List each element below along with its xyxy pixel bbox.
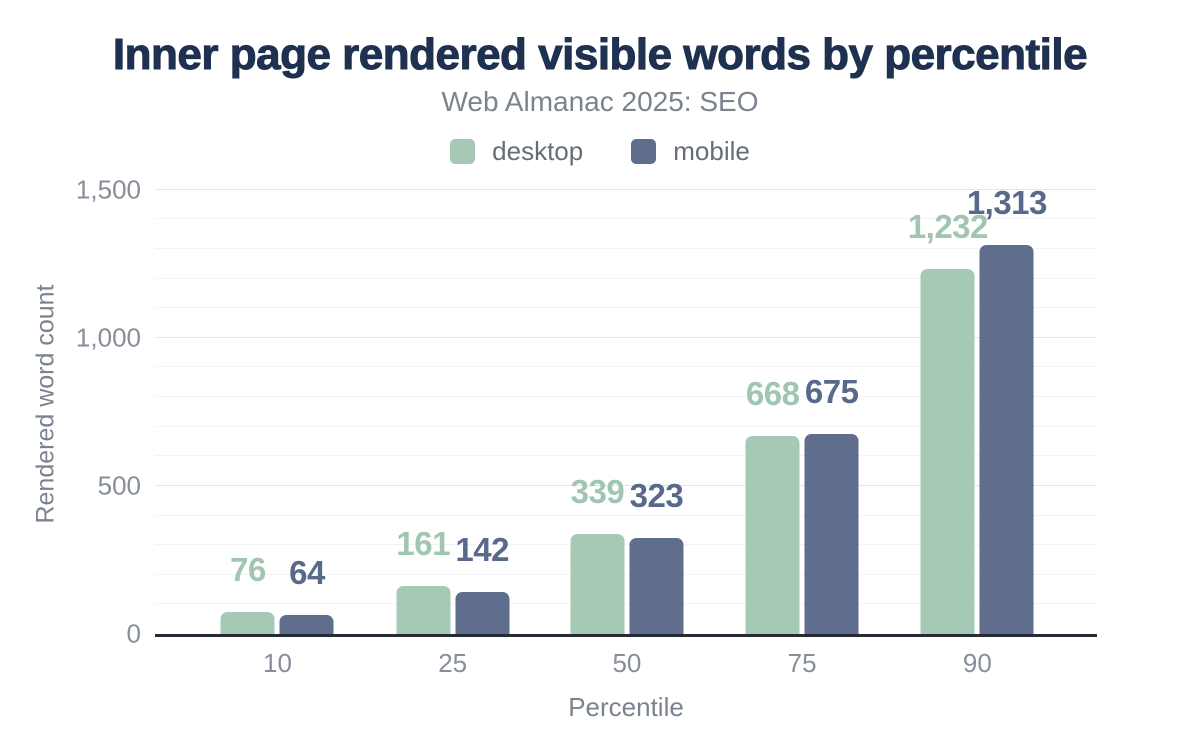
legend-label-mobile: mobile [673, 136, 750, 166]
mobile-swatch-icon [631, 139, 657, 164]
y-axis-title: Rendered word count [31, 284, 60, 524]
bar-group-p10: 76 64 [220, 553, 334, 634]
bar-group-p50: 339 323 [570, 475, 684, 634]
bar-mobile-p90[interactable]: 1,313 [967, 186, 1047, 634]
x-tick-50: 50 [612, 648, 642, 678]
minor-gridline-600 [155, 455, 1097, 457]
value-label-mobile-p90: 1,313 [966, 184, 1048, 222]
legend-item-mobile[interactable]: mobile [631, 136, 750, 167]
major-gridline-1000 [155, 336, 1097, 338]
value-label-mobile-p50: 323 [629, 477, 684, 515]
value-label-desktop-p90: 1,232 [907, 208, 989, 246]
y-tick-500: 500 [97, 470, 141, 501]
bar-mobile-p25[interactable]: 142 [455, 533, 509, 634]
y-tick-0: 0 [126, 618, 141, 649]
y-tick-1000: 1,000 [75, 322, 141, 353]
y-tick-1500: 1,500 [75, 174, 141, 205]
bar-desktop-p50[interactable]: 339 [570, 475, 625, 634]
minor-gridline-800 [155, 396, 1097, 398]
minor-gridline-200 [155, 573, 1097, 575]
x-tick-90: 90 [962, 648, 992, 678]
desktop-swatch-icon [450, 139, 476, 164]
value-label-desktop-p75: 668 [745, 375, 800, 413]
x-tick-75: 75 [787, 648, 817, 678]
x-tick-10: 10 [262, 648, 292, 678]
major-gridline-1500 [155, 188, 1097, 190]
minor-gridline-1200 [155, 277, 1097, 279]
minor-gridline-100 [155, 603, 1097, 605]
legend-label-desktop: desktop [492, 136, 584, 166]
value-label-desktop-p50: 339 [570, 472, 625, 510]
bar-desktop-p90[interactable]: 1,232 [908, 210, 988, 634]
x-tick-25: 25 [438, 648, 468, 678]
bar-desktop-p75[interactable]: 668 [745, 377, 800, 634]
value-label-desktop-p10: 76 [230, 550, 266, 588]
bar-group-p25: 161 142 [396, 527, 509, 634]
minor-gridline-1300 [155, 248, 1097, 250]
value-label-mobile-p10: 64 [289, 554, 325, 591]
bar-mobile-p75[interactable]: 675 [804, 375, 859, 634]
chart-subtitle: Web Almanac 2025: SEO [441, 86, 759, 117]
bar-group-p75: 668 675 [745, 375, 859, 634]
value-label-desktop-p25: 161 [396, 525, 450, 563]
legend: desktop mobile [0, 136, 1200, 167]
minor-gridline-300 [155, 544, 1097, 546]
bar-group-p90: 1,232 1,313 [908, 186, 1047, 634]
value-label-mobile-p25: 142 [455, 530, 509, 568]
major-gridline-500 [155, 484, 1097, 486]
minor-gridline-900 [155, 366, 1097, 368]
bar-desktop-p10[interactable]: 76 [220, 553, 275, 634]
chart-title: Inner page rendered visible words by per… [112, 30, 1088, 80]
value-label-mobile-p75: 675 [804, 373, 859, 411]
bar-desktop-p25[interactable]: 161 [396, 527, 450, 634]
plot-area: Percentile 0 500 1,000 1,500 76 64 10 161 142 25 3… [76, 174, 1097, 722]
minor-gridline-400 [155, 514, 1097, 516]
bar-mobile-p50[interactable]: 323 [629, 479, 684, 634]
bar-mobile-p10[interactable]: 64 [279, 556, 334, 634]
minor-gridline-1100 [155, 307, 1097, 309]
x-axis-title: Percentile [568, 692, 684, 722]
minor-gridline-700 [155, 425, 1097, 427]
minor-gridline-1400 [155, 218, 1097, 220]
legend-item-desktop[interactable]: desktop [450, 136, 583, 167]
